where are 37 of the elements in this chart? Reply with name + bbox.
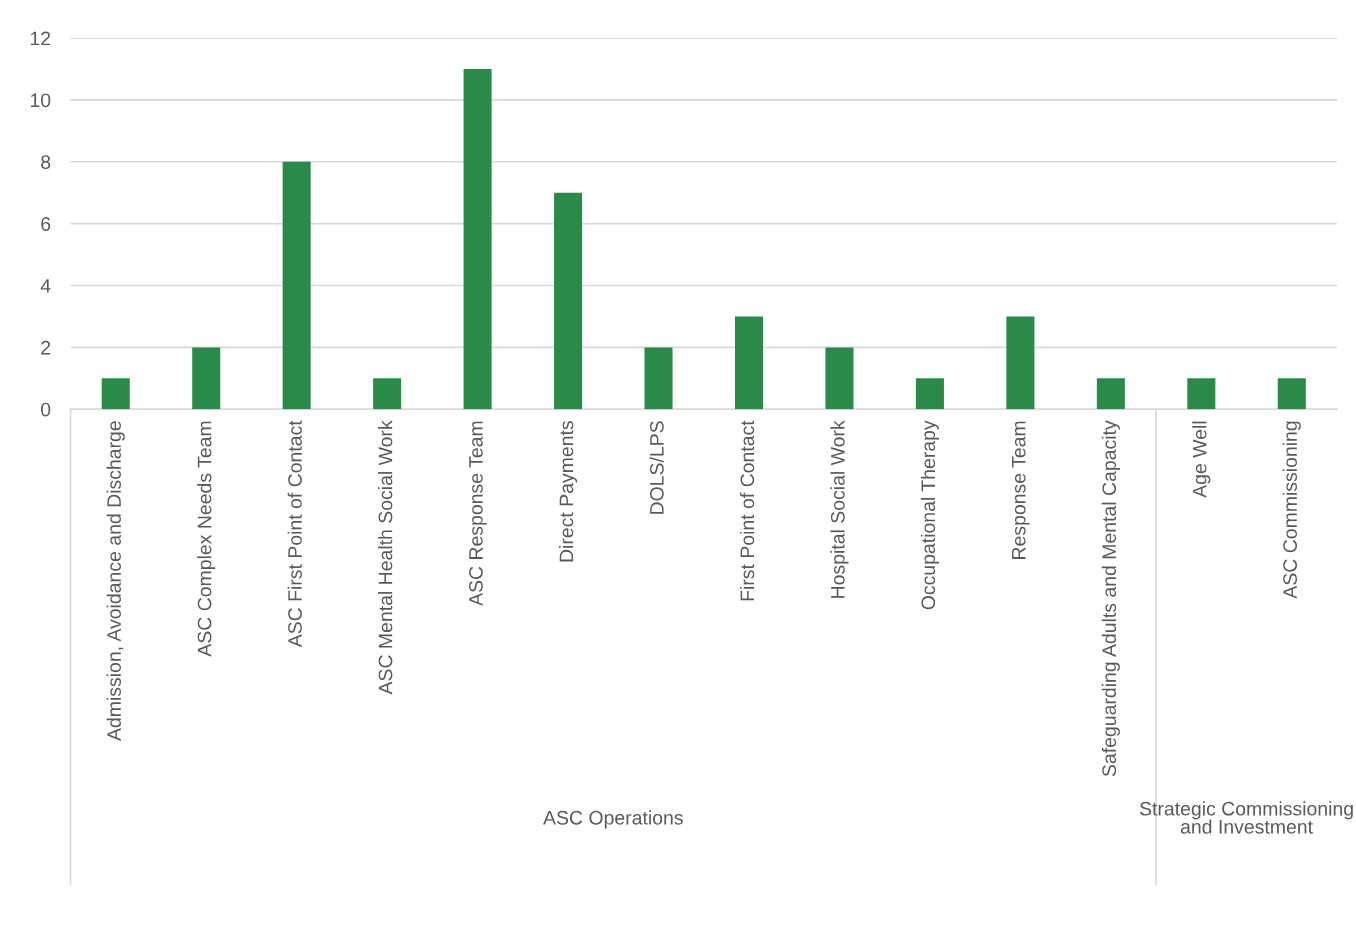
bar	[644, 347, 673, 410]
bar	[554, 192, 583, 410]
x-tick-label: Response Team	[1012, 421, 1030, 559]
x-tick-label: ASC First Point of Contact	[287, 420, 302, 648]
bar	[101, 378, 130, 410]
y-tick-label: 6	[41, 217, 51, 231]
y-tick-label: 10	[30, 93, 51, 108]
x-tick-label: ASC Complex Needs Team	[197, 421, 216, 657]
bar	[915, 378, 944, 410]
x-tick-label: First Point of Contact	[739, 420, 755, 601]
x-tick-label: Occupational Therapy	[920, 420, 939, 610]
bar	[282, 161, 311, 410]
x-tick-label: ASC Commissioning	[1282, 421, 1301, 599]
text: ASC Operations	[543, 810, 683, 829]
bar	[463, 68, 492, 410]
y-tick-label: 4	[40, 279, 51, 293]
bar	[1096, 378, 1125, 410]
bar	[1277, 378, 1306, 410]
x-tick-label: ASC Response Team	[469, 421, 487, 606]
bar	[734, 316, 764, 410]
x-tick-label: Safeguarding Adults and Mental Capacity	[1101, 420, 1120, 777]
x-tick-label: Age Well	[1192, 421, 1211, 498]
bar	[1187, 378, 1216, 410]
y-tick-label: 0	[41, 402, 51, 417]
y-tick-label: 8	[41, 155, 51, 170]
x-tick-label: ASC Mental Health Social Work	[378, 420, 393, 695]
x-tick-label: Direct Payments	[559, 421, 578, 562]
x-tick-label: Admission, Avoidance and Discharge	[106, 421, 125, 741]
bar	[373, 378, 402, 410]
bar	[1006, 316, 1035, 410]
bar	[825, 347, 854, 410]
y-tick-label: 12	[30, 31, 51, 46]
x-tick-label: DOLS/LPS	[649, 421, 664, 514]
x-tick-label: Hospital Social Work	[830, 420, 849, 598]
y-tick-label: 2	[41, 340, 51, 355]
text: Strategic Commissioning and Investment	[1139, 801, 1353, 834]
bar	[192, 347, 221, 410]
